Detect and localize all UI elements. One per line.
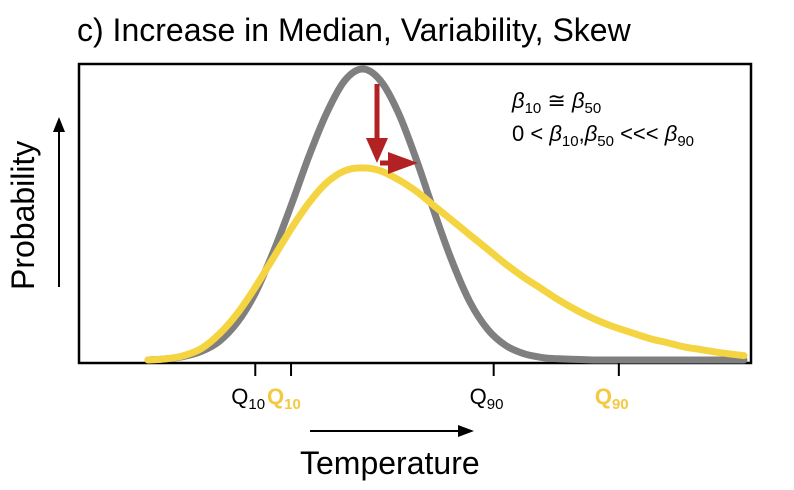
x-tick-label: Q10 (231, 384, 265, 413)
x-axis-arrow (310, 425, 474, 437)
series-line-gray (144, 65, 748, 364)
chart-title: c) Increase in Median, Variability, Skew (77, 12, 632, 48)
y-axis-label: Probability (5, 141, 41, 290)
plot-frame (77, 62, 753, 365)
y-axis-arrow (53, 117, 65, 287)
x-ticks: Q10 Q10 Q90 Q90 (231, 363, 629, 413)
series-layer (144, 65, 748, 364)
shift-arrows (366, 84, 418, 174)
right-arrow-head (388, 152, 418, 174)
down-arrow-head (366, 138, 388, 163)
x-tick-label: Q10 (267, 384, 301, 413)
x-tick-label: Q90 (595, 384, 629, 413)
beta-relation-line-2: 0 < β10,β50 <<< β90 (512, 121, 694, 150)
series-line-yellow (144, 164, 748, 364)
x-tick-label: Q90 (470, 384, 504, 413)
beta-relation-line-1: β10 ≅ β50 (511, 88, 601, 117)
x-axis-label: Temperature (300, 445, 480, 481)
